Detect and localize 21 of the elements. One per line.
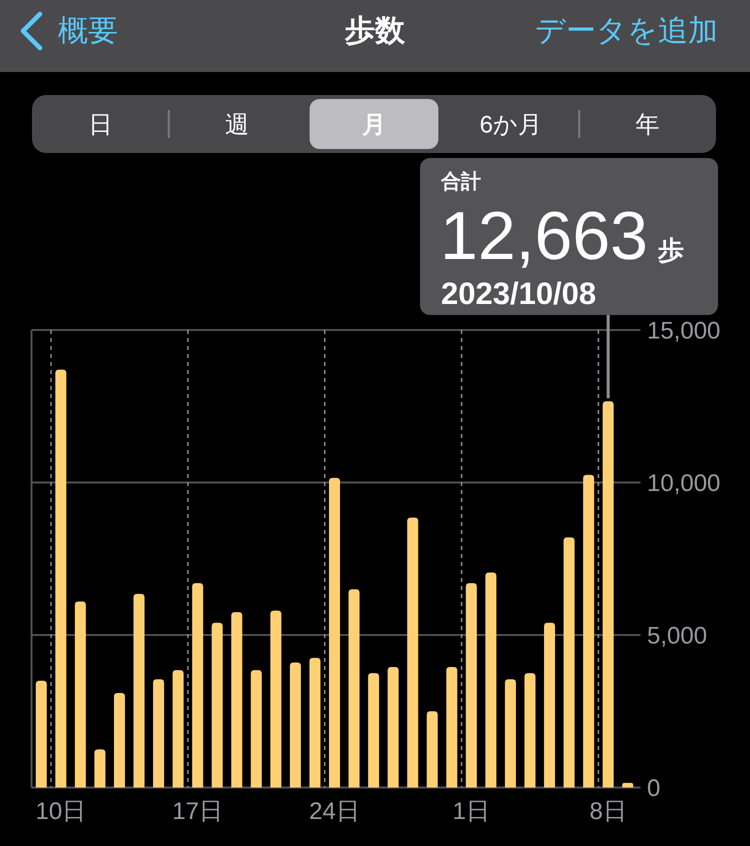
callout-date: 2023/10/08 bbox=[441, 276, 596, 311]
callout-value: 12,663 bbox=[440, 198, 648, 274]
nav-back-label: 概要 bbox=[58, 14, 118, 48]
callout-unit: 歩 bbox=[658, 235, 684, 265]
nav-add-data-label: データを追加 bbox=[535, 14, 718, 48]
x-tick-label: 17日 bbox=[172, 798, 224, 825]
y-tick-label: 0 bbox=[647, 775, 660, 802]
x-tick-label: 8日 bbox=[590, 798, 627, 825]
y-tick-label: 5,000 bbox=[647, 622, 708, 650]
segment-label: 月 bbox=[362, 112, 386, 138]
y-tick-label: 15,000 bbox=[647, 318, 720, 344]
x-tick-label: 24日 bbox=[309, 798, 360, 825]
segment-label: 日 bbox=[88, 112, 112, 138]
segment-label: 6か月 bbox=[480, 112, 542, 138]
x-tick-label: 10日 bbox=[35, 798, 86, 825]
x-tick-label: 1日 bbox=[452, 798, 490, 825]
y-tick-label: 10,000 bbox=[647, 470, 720, 497]
segment-label: 週 bbox=[225, 112, 250, 138]
segment-label: 年 bbox=[636, 112, 660, 138]
callout-label: 合計 bbox=[441, 171, 481, 193]
title: 歩数 bbox=[345, 14, 405, 48]
